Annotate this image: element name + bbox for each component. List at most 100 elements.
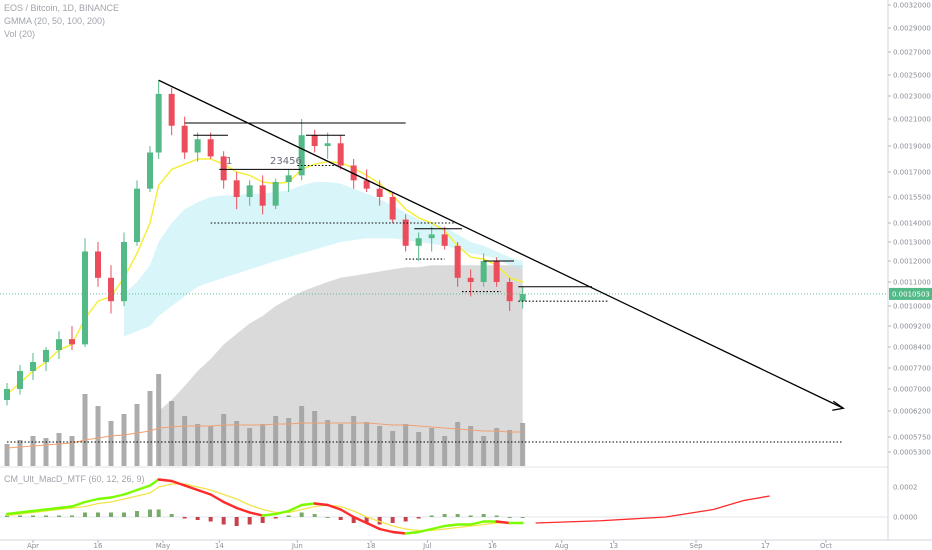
current-price-label: 0.0010503 bbox=[892, 290, 930, 298]
legend-volume[interactable]: Vol (20) bbox=[4, 29, 36, 39]
candle-body bbox=[363, 180, 370, 189]
macd-histogram-bar bbox=[195, 517, 200, 520]
volume-bar bbox=[273, 416, 279, 466]
macd-line-segment bbox=[83, 497, 100, 504]
candle bbox=[402, 214, 409, 252]
volume-bar bbox=[4, 444, 10, 466]
candle bbox=[480, 253, 487, 287]
macd-histogram-bar bbox=[403, 517, 408, 522]
macd-line-segment bbox=[352, 515, 368, 525]
macd-histogram-bar bbox=[325, 517, 330, 518]
volume-bar bbox=[69, 436, 75, 466]
volume-bar bbox=[338, 424, 344, 466]
candle bbox=[181, 116, 188, 159]
macd-histogram-bar bbox=[312, 514, 317, 517]
current-price-tag bbox=[889, 287, 932, 300]
candle bbox=[134, 180, 140, 246]
candle bbox=[82, 238, 88, 347]
volume-bar bbox=[156, 374, 162, 466]
macd-line-segment bbox=[170, 479, 186, 487]
candle-body bbox=[311, 135, 318, 146]
candle bbox=[4, 383, 10, 406]
volume-bar bbox=[121, 414, 127, 466]
time-tick-label: May bbox=[156, 542, 170, 550]
volume-bar bbox=[455, 422, 461, 466]
volume-bar bbox=[390, 431, 396, 466]
volume-bar bbox=[286, 418, 292, 466]
macd-line-segment bbox=[235, 506, 251, 514]
candle bbox=[519, 286, 526, 309]
candle bbox=[376, 180, 383, 206]
candle-body bbox=[181, 125, 188, 153]
candle bbox=[441, 226, 448, 250]
candle-body bbox=[519, 294, 526, 302]
macd-histogram-bar bbox=[247, 517, 252, 525]
candle bbox=[207, 132, 214, 159]
macd-line-segment bbox=[157, 478, 173, 483]
drawing-lines-layer bbox=[0, 79, 888, 443]
price-tick-label: 0.0025000 bbox=[893, 72, 931, 80]
macd-histogram-bar bbox=[494, 515, 499, 517]
candle bbox=[467, 269, 474, 297]
price-tick-label: 0.0029000 bbox=[893, 25, 931, 33]
macd-line-segment bbox=[287, 503, 303, 513]
time-tick-label: Aug bbox=[555, 542, 569, 550]
candle-body bbox=[4, 389, 10, 400]
macd-histogram-bar bbox=[109, 512, 113, 517]
macd-line-segment bbox=[148, 478, 160, 487]
macd-line-segment bbox=[339, 508, 355, 519]
macd-line-segment bbox=[313, 502, 329, 507]
time-tick-label: 18 bbox=[367, 542, 376, 550]
volume-layer bbox=[4, 374, 526, 466]
candle bbox=[233, 172, 240, 210]
candle-body bbox=[147, 152, 153, 189]
candle-body bbox=[194, 139, 201, 153]
macd-line-segment bbox=[365, 521, 381, 531]
macd-histogram-bar bbox=[299, 512, 304, 517]
macd-line-segment bbox=[261, 512, 277, 517]
candle-body bbox=[389, 197, 396, 220]
macd-histogram-bar bbox=[83, 512, 87, 517]
macd-line-segment bbox=[469, 520, 485, 526]
volume-bar bbox=[43, 438, 49, 466]
candle bbox=[493, 257, 500, 287]
macd-histogram-bar bbox=[221, 517, 226, 525]
macd-line-segment bbox=[417, 527, 433, 534]
legend-macd[interactable]: CM_Ult_MacD_MTF (60, 12, 26, 9) bbox=[4, 474, 145, 484]
legend-gmma[interactable]: GMMA (20, 50, 100, 200) bbox=[4, 16, 106, 26]
macd-histogram-bar bbox=[44, 515, 48, 517]
candle bbox=[168, 87, 175, 136]
volume-bar bbox=[325, 420, 331, 466]
volume-bar bbox=[260, 424, 266, 466]
candle bbox=[337, 135, 344, 170]
macd-histogram-bar bbox=[520, 517, 525, 518]
candle bbox=[43, 347, 49, 371]
volume-bar bbox=[351, 416, 357, 466]
macd-line-segment bbox=[248, 511, 264, 517]
price-tick-label: 0.0015500 bbox=[893, 194, 931, 202]
volume-bar bbox=[208, 426, 214, 466]
macd-line-segment bbox=[222, 500, 238, 510]
legend-symbol[interactable]: EOS / Bitcoin, 1D, BINANCE bbox=[4, 3, 120, 13]
macd-histogram-bar bbox=[416, 517, 421, 519]
candle-body bbox=[30, 362, 36, 371]
time-tick-label: 14 bbox=[215, 542, 224, 550]
volume-bar bbox=[182, 416, 188, 466]
volume-bar bbox=[108, 421, 114, 466]
candle bbox=[285, 169, 292, 192]
macd-line-segment bbox=[404, 530, 420, 535]
price-tick-label: 0.0019000 bbox=[893, 143, 931, 151]
volume-bar bbox=[234, 421, 240, 466]
price-tick-label: 0.0014000 bbox=[893, 220, 931, 228]
volume-bar bbox=[56, 433, 62, 466]
macd-histogram-bar bbox=[57, 515, 61, 517]
price-tick-label: 0.0017000 bbox=[893, 169, 931, 177]
macd-layer bbox=[0, 478, 888, 535]
macd-histogram-bar bbox=[5, 515, 9, 517]
candle-body bbox=[108, 277, 114, 302]
volume-bar bbox=[468, 426, 474, 466]
candle bbox=[17, 365, 23, 395]
macd-line-segment bbox=[135, 484, 152, 492]
volume-bar bbox=[364, 422, 370, 466]
